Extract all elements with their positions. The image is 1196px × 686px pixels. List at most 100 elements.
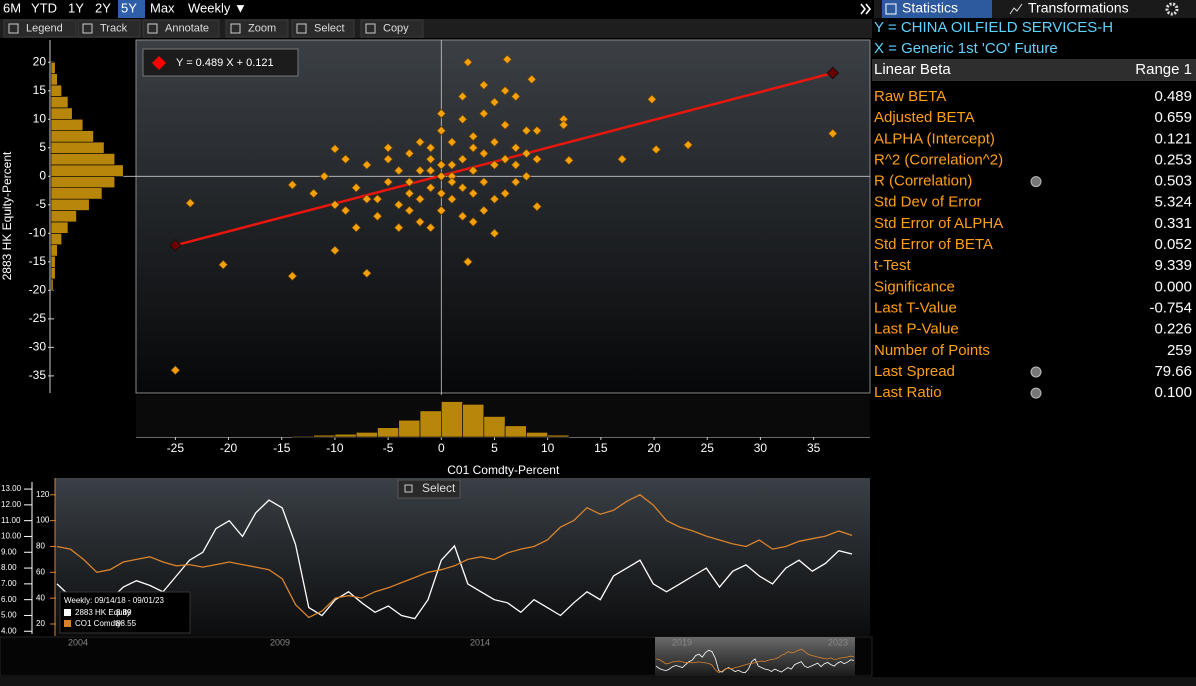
tab-active[interactable] — [882, 0, 992, 18]
y-tick-label: 9.00 — [1, 547, 17, 556]
legend-value: 88.55 — [116, 619, 137, 628]
navigator-window[interactable] — [655, 637, 855, 676]
scatter-point — [330, 245, 340, 256]
scatter-point — [457, 91, 468, 102]
x-tick-label: -20 — [220, 441, 238, 455]
stat-value: 0.100 — [1154, 384, 1192, 401]
scatter-point — [510, 160, 521, 170]
legend-title: Weekly: 09/14/18 - 09/01/23 — [64, 596, 164, 605]
scatter-point — [510, 91, 521, 102]
x-histogram-bar — [547, 434, 570, 438]
stat-value: 0.000 — [1154, 278, 1192, 295]
tool-button[interactable]: Select — [314, 22, 345, 34]
scatter-point — [436, 108, 447, 119]
stat-value: 0.503 — [1154, 173, 1192, 190]
scatter-point — [425, 154, 436, 164]
stat-chart-icon[interactable] — [1030, 387, 1042, 399]
status-bar — [0, 677, 1196, 686]
regression-endpoint — [826, 66, 840, 80]
x-tick-label: 20 — [647, 441, 661, 455]
scatter-point — [383, 154, 393, 164]
legend-value: 8.89 — [116, 608, 132, 617]
y-tick-label: -35 — [29, 368, 47, 382]
stats-range: Range 1 — [1135, 61, 1192, 78]
series-line — [56, 499, 853, 620]
y-histogram-bar — [50, 233, 62, 246]
tool-button[interactable]: Zoom — [248, 22, 276, 34]
y2-tick-label: 40 — [36, 593, 45, 602]
period-button[interactable]: Max — [150, 0, 175, 15]
tool-button[interactable]: Legend — [26, 22, 63, 34]
x-histogram-bar — [441, 401, 463, 438]
frequency-dropdown[interactable]: Weekly ▼ — [188, 0, 247, 15]
timeseries-area — [55, 478, 870, 636]
stat-chart-icon[interactable] — [1030, 176, 1042, 188]
period-button[interactable]: YTD — [31, 0, 57, 15]
x-histogram-bar — [398, 419, 421, 438]
period-button[interactable]: 2Y — [95, 0, 111, 15]
x-histogram-bar — [419, 410, 442, 438]
tool-button-bg[interactable] — [77, 19, 141, 38]
y-tick-label: 15 — [33, 83, 47, 97]
scatter-point — [651, 144, 661, 155]
navigator-year: 2023 — [828, 637, 848, 647]
select-icon — [404, 484, 413, 493]
scatter-point — [404, 177, 415, 187]
tool-button-bg[interactable] — [291, 19, 355, 38]
x-tick-label: -5 — [383, 441, 394, 455]
stat-label: R^2 (Correlation^2) — [874, 151, 1003, 168]
stat-label: Std Error of BETA — [874, 236, 993, 253]
x-histogram-bar — [313, 434, 336, 438]
scatter-point — [489, 137, 500, 147]
tool-button-bg[interactable] — [225, 19, 289, 38]
tool-button-bg[interactable] — [3, 19, 77, 38]
scatter-point — [393, 200, 404, 210]
navigator-line — [655, 648, 855, 673]
fit-legend-box — [142, 48, 299, 77]
y2-tick-label: 20 — [36, 619, 45, 628]
regression-endpoint — [168, 238, 182, 252]
y-tick-label: 5 — [39, 140, 46, 154]
y-histogram-bar — [50, 61, 56, 74]
tab[interactable]: Transformations — [1028, 0, 1129, 16]
scatter-point — [436, 160, 447, 170]
y-tick-label: 20 — [33, 54, 47, 68]
stat-chart-icon[interactable] — [1030, 366, 1042, 378]
period-button[interactable]: 5Y — [121, 0, 137, 15]
scatter-point — [463, 57, 473, 68]
tool-button[interactable]: Annotate — [165, 22, 209, 34]
scatter-point — [457, 114, 468, 125]
scatter-point — [532, 201, 542, 212]
select-button-bg[interactable] — [397, 479, 461, 499]
y-tick-label: -20 — [29, 283, 47, 297]
stat-value: -0.754 — [1149, 299, 1192, 316]
tab[interactable]: Statistics — [902, 0, 958, 16]
y-tick-label: -10 — [29, 225, 47, 239]
settings-gear[interactable] — [1165, 2, 1179, 16]
y2-tick-label: 100 — [36, 516, 50, 525]
legend-swatch — [64, 620, 71, 627]
y-tick-label: 10 — [33, 111, 47, 125]
y-histogram-bar — [50, 267, 56, 280]
tool-button-bg[interactable] — [142, 19, 220, 38]
select-button[interactable]: Select — [422, 481, 456, 495]
x-histogram-bar — [377, 427, 400, 438]
y-tick-label: 7.00 — [1, 579, 17, 588]
tool-button[interactable]: Track — [100, 22, 128, 34]
period-button[interactable]: 6M — [3, 0, 21, 15]
x-tick-label: 30 — [754, 441, 768, 455]
scatter-point — [447, 160, 457, 170]
x-histogram-bar — [526, 432, 548, 438]
y-tick-label: 13.00 — [1, 484, 22, 493]
scatter-point — [351, 182, 361, 193]
tool-button-bg[interactable] — [360, 19, 424, 38]
collapse-chevron[interactable] — [860, 3, 872, 15]
y-tick-label: 8.00 — [1, 563, 17, 572]
period-button[interactable]: 1Y — [68, 0, 84, 15]
scatter-point — [500, 120, 510, 130]
tool-button[interactable]: Copy — [383, 22, 409, 34]
scatter-point — [489, 160, 500, 170]
y-histogram-bar — [50, 73, 58, 86]
